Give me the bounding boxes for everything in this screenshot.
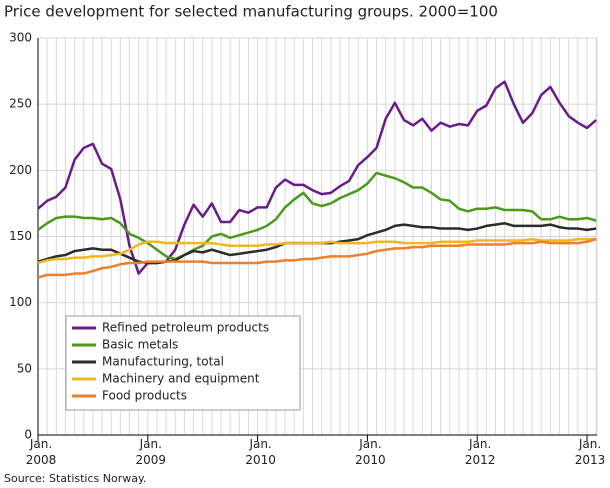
- series-line: [37, 237, 597, 265]
- series-line: [37, 80, 597, 275]
- legend-label: Food products: [102, 389, 187, 403]
- source: Source: Statistics Norway.: [4, 472, 146, 485]
- chart-title: Price development for selected manufactu…: [4, 3, 498, 21]
- series-line: [37, 171, 597, 261]
- y-tick-label: 0: [24, 428, 32, 442]
- x-tick-label: Jan. 2010: [355, 437, 386, 467]
- legend-box: [65, 315, 301, 411]
- legend-label: Machinery and equipment: [102, 372, 260, 386]
- x-tick-label: Jan. 2013: [574, 437, 606, 467]
- x-tick-label: Jan. 2008: [25, 437, 57, 467]
- legend-label: Manufacturing, total: [102, 355, 224, 369]
- x-tick-label: Jan. 2012: [464, 437, 496, 467]
- y-tick-label: 200: [9, 163, 32, 177]
- x-tick-label: Jan. 2009: [135, 437, 167, 467]
- legend-label: Refined petroleum products: [102, 321, 269, 335]
- legend-label: Basic metals: [102, 338, 178, 352]
- y-tick-label: 100: [9, 295, 32, 309]
- y-tick-label: 300: [9, 31, 32, 45]
- y-tick-label: 150: [9, 229, 32, 243]
- y-tick-label: 50: [17, 361, 32, 375]
- x-tick-label: Jan. 2010: [245, 437, 276, 467]
- series-line: [37, 237, 597, 279]
- y-tick-label: 250: [9, 97, 32, 111]
